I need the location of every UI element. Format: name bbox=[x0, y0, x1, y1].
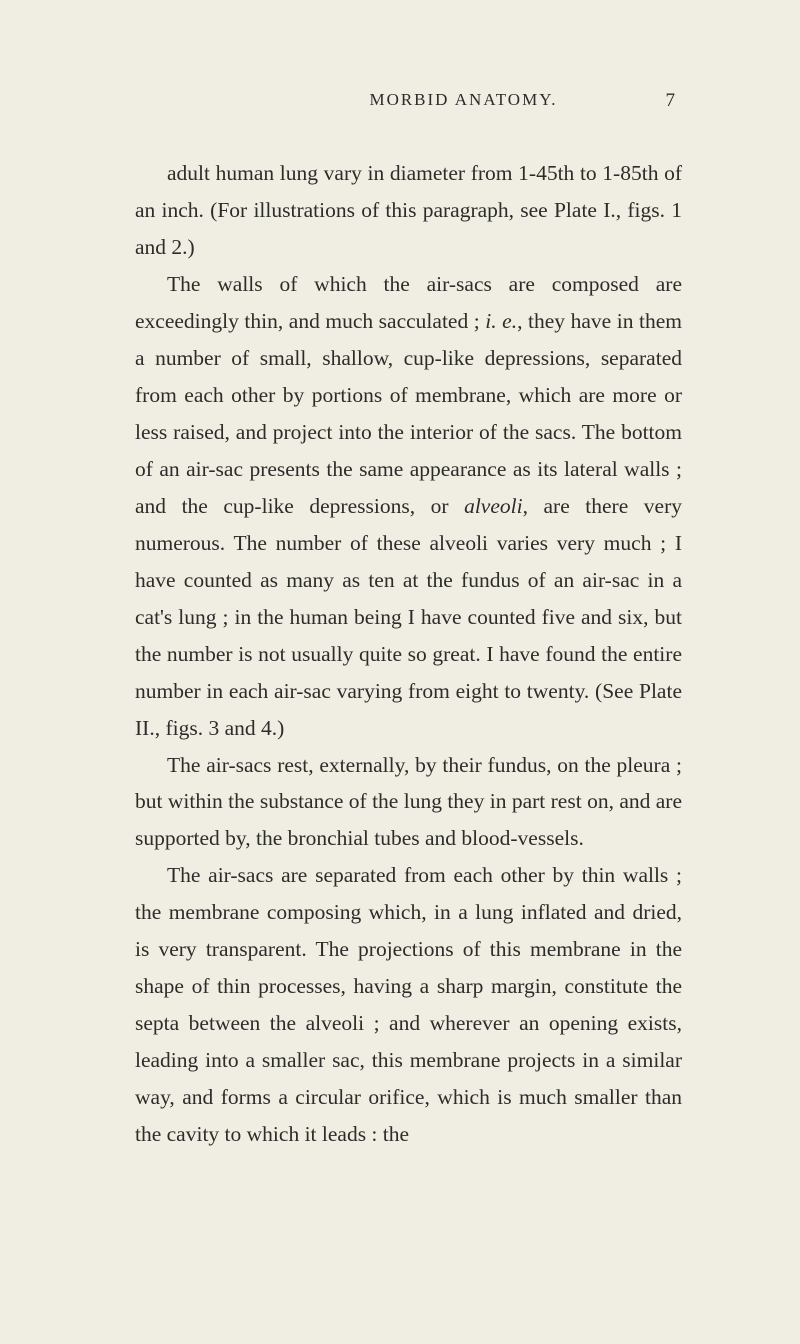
paragraph-2-italic-2: alveoli bbox=[464, 494, 523, 518]
running-head: MORBID ANATOMY. bbox=[255, 90, 672, 110]
paragraph-3: The air-sacs rest, externally, by their … bbox=[135, 747, 682, 858]
paragraph-1-text: adult human lung vary in diameter from 1… bbox=[135, 161, 682, 259]
paragraph-4: The air-sacs are separated from each oth… bbox=[135, 857, 682, 1153]
page-container: MORBID ANATOMY. 7 adult human lung vary … bbox=[0, 0, 800, 1344]
paragraph-2: The walls of which the air-sacs are comp… bbox=[135, 266, 682, 747]
paragraph-1: adult human lung vary in diameter from 1… bbox=[135, 155, 682, 266]
paragraph-4-text: The air-sacs are separated from each oth… bbox=[135, 863, 682, 1146]
paragraph-2-b: , they have in them a number of small, s… bbox=[135, 309, 682, 518]
paragraph-3-text: The air-sacs rest, externally, by their … bbox=[135, 753, 682, 851]
body-text: adult human lung vary in diameter from 1… bbox=[135, 155, 682, 1153]
paragraph-2-italic-1: i. e. bbox=[485, 309, 517, 333]
paragraph-2-c: , are there very numerous. The number of… bbox=[135, 494, 682, 740]
page-number: 7 bbox=[666, 90, 676, 112]
page-header: MORBID ANATOMY. 7 bbox=[135, 90, 682, 110]
